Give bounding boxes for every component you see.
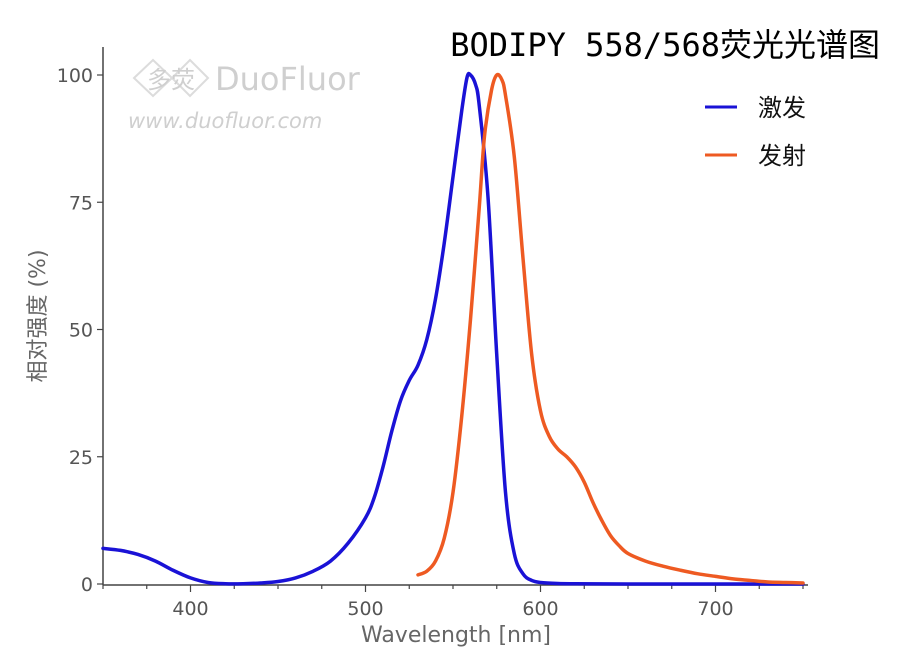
x-tick-label: 700	[697, 598, 733, 620]
excitation-series-line	[101, 71, 805, 586]
x-tick-label: 400	[172, 598, 208, 620]
y-tick-label: 100	[57, 65, 93, 87]
watermark-logo-text: 多荧	[147, 66, 195, 94]
x-tick-label: 600	[522, 598, 558, 620]
legend-label-emission: 发射	[758, 142, 806, 170]
x-axis-label: Wavelength [nm]	[361, 623, 551, 648]
y-tick-label: 50	[69, 320, 93, 342]
x-axis-ticks: 400 500 600 700	[102, 585, 804, 620]
watermark-logo-icon	[132, 58, 210, 98]
series-layer	[101, 71, 805, 586]
y-axis-label: 相对强度 (%)	[26, 249, 51, 382]
emission-series-line	[416, 72, 805, 585]
y-axis-ticks: 0 25 50 75 100	[57, 65, 103, 596]
x-tick-label: 500	[347, 598, 383, 620]
watermark-brand: DuoFluor	[215, 60, 361, 98]
watermark: 多荧 DuoFluor www.duofluor.com	[128, 58, 361, 133]
y-tick-label: 25	[69, 447, 93, 469]
legend: 激发 发射	[705, 94, 806, 170]
legend-label-excitation: 激发	[758, 94, 806, 122]
y-tick-label: 0	[81, 574, 93, 596]
watermark-url: www.duofluor.com	[128, 109, 322, 133]
y-tick-label: 75	[69, 192, 93, 214]
chart-title: BODIPY 558/568荧光光谱图	[450, 26, 880, 64]
